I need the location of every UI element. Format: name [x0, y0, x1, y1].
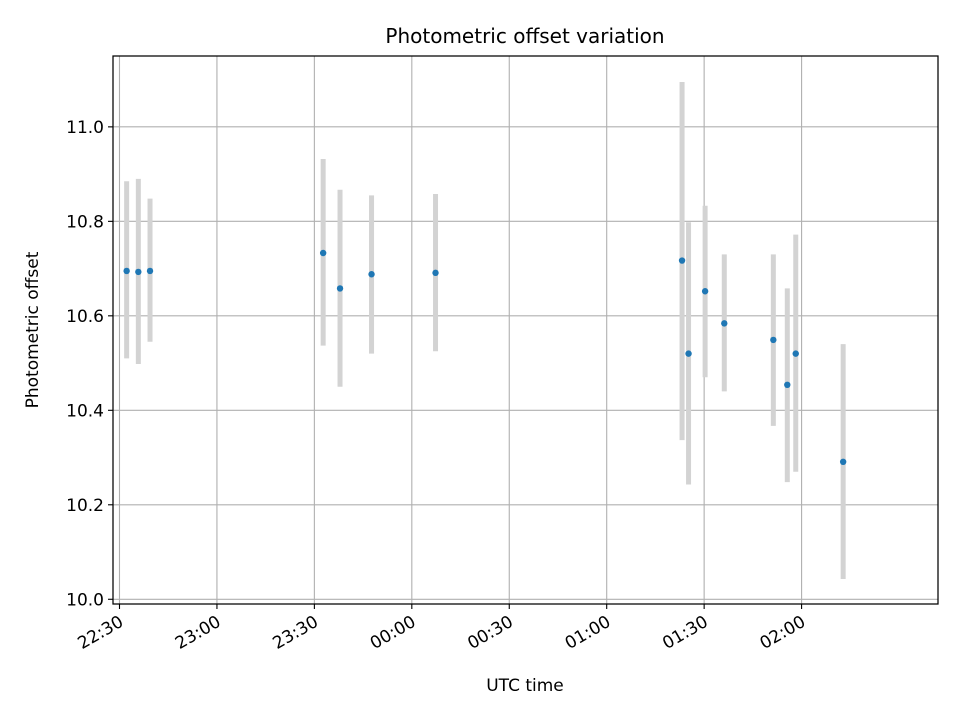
- data-point: [678, 257, 686, 264]
- data-point: [336, 285, 344, 292]
- data-point: [685, 350, 692, 357]
- chart-title: Photometric offset variation: [385, 24, 664, 48]
- plot-frame: [112, 55, 939, 605]
- data-point: [368, 271, 375, 278]
- data-points: [123, 249, 847, 466]
- data-point: [721, 320, 728, 327]
- data-point: [784, 381, 791, 388]
- data-point: [701, 288, 709, 295]
- grid: [113, 56, 938, 604]
- y-tick-label: 10.6: [66, 307, 104, 327]
- y-axis-ticks: 10.0 10.2 10.4 10.6 10.8 11.0: [66, 118, 113, 610]
- y-tick-label: 10.8: [66, 212, 104, 232]
- y-axis-label: Photometric offset: [23, 251, 43, 408]
- data-point: [319, 249, 327, 257]
- y-tick-label: 11.0: [66, 118, 104, 138]
- data-point: [432, 269, 439, 277]
- data-point: [135, 268, 142, 276]
- data-point: [146, 267, 154, 275]
- y-tick-label: 10.2: [66, 496, 104, 516]
- data-point: [123, 267, 130, 275]
- x-axis-label: UTC time: [486, 676, 564, 696]
- data-point: [839, 458, 847, 466]
- data-point: [770, 336, 777, 344]
- y-tick-label: 10.4: [66, 401, 104, 421]
- data-point: [792, 350, 799, 357]
- y-tick-label: 10.0: [66, 590, 104, 610]
